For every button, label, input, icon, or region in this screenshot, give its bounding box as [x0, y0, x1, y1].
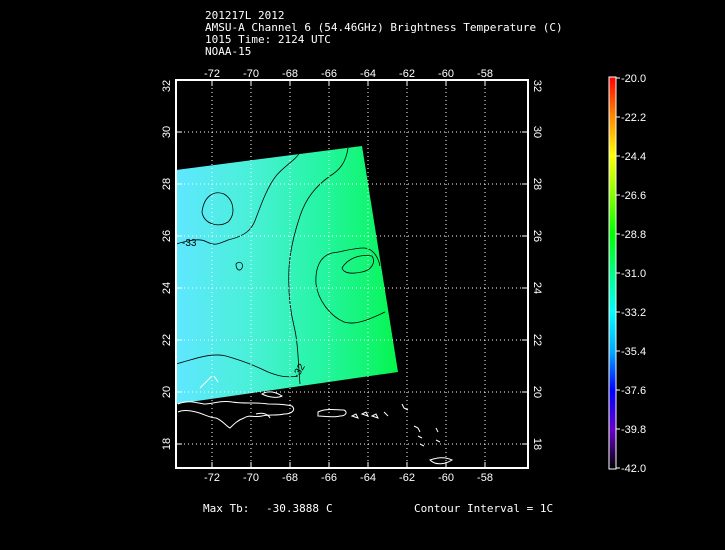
- lat-label-right-24: 24: [531, 282, 543, 294]
- axis-ticks: [176, 80, 528, 468]
- max-tb-value: -30.3888: [266, 502, 319, 515]
- colorbar-label-5: -31.0: [621, 268, 646, 280]
- lat-label-right-18: 18: [531, 438, 543, 450]
- lat-lon-grid: [176, 80, 528, 468]
- lat-label-left-24: 24: [161, 282, 173, 294]
- lon-label-bottom-62: -62: [399, 472, 415, 484]
- colorbar-label-8: -37.6: [621, 385, 646, 397]
- lon-label-bottom-64: -64: [360, 472, 376, 484]
- lon-label-top-72: -72: [204, 68, 220, 80]
- colorbar-label-2: -24.4: [621, 151, 646, 163]
- max-tb-label: Max Tb:: [203, 502, 250, 515]
- lat-label-left-20: 20: [161, 386, 173, 398]
- lon-label-bottom-58: -58: [477, 472, 493, 484]
- header-line-1: 201217L 2012: [205, 9, 285, 22]
- lon-label-bottom-72: -72: [204, 472, 220, 484]
- colorbar-ticks: [616, 77, 620, 469]
- lon-label-top-60: -60: [438, 68, 454, 80]
- colorbar-label-3: -26.6: [621, 190, 646, 202]
- lat-label-right-28: 28: [531, 178, 543, 190]
- lon-label-top-62: -62: [399, 68, 415, 80]
- lon-label-bottom-60: -60: [438, 472, 454, 484]
- lon-label-top-70: -70: [243, 68, 259, 80]
- coastlines: [177, 375, 453, 465]
- colorbar-label-4: -28.8: [621, 229, 646, 241]
- header-line-2: AMSU-A Channel 6 (54.46GHz) Brightness T…: [205, 21, 563, 34]
- contour-lines: [176, 147, 386, 385]
- lat-label-right-22: 22: [531, 334, 543, 346]
- plot-header: 201217L 2012 AMSU-A Channel 6 (54.46GHz) …: [205, 10, 563, 58]
- lat-label-right-30: 30: [531, 126, 543, 138]
- colorbar-label-1: -22.2: [621, 112, 646, 124]
- lon-label-top-58: -58: [477, 68, 493, 80]
- contour-label-neg33: -33: [182, 238, 197, 249]
- lat-label-left-30: 30: [161, 126, 173, 138]
- lat-label-right-20: 20: [531, 386, 543, 398]
- lat-label-left-28: 28: [161, 178, 173, 190]
- header-line-3: 1015 Time: 2124 UTC: [205, 33, 331, 46]
- lon-label-bottom-66: -66: [321, 472, 337, 484]
- lat-label-left-26: 26: [161, 230, 173, 242]
- colorbar-label-7: -35.4: [621, 346, 646, 358]
- header-line-4: NOAA-15: [205, 45, 252, 58]
- lat-label-right-26: 26: [531, 230, 543, 242]
- plot-frame: [175, 79, 529, 469]
- lon-label-top-66: -66: [321, 68, 337, 80]
- colorbar: [608, 76, 617, 470]
- lat-label-right-32: 32: [531, 80, 543, 92]
- colorbar-label-10: -42.0: [621, 463, 646, 475]
- colorbar-label-0: -20.0: [621, 73, 646, 85]
- colorbar-label-9: -39.8: [621, 424, 646, 436]
- lon-label-top-64: -64: [360, 68, 376, 80]
- contour-interval-text: Contour Interval = 1C: [414, 502, 554, 515]
- max-tb-unit: C: [326, 502, 333, 515]
- lon-label-top-68: -68: [282, 68, 298, 80]
- lat-label-left-22: 22: [161, 334, 173, 346]
- colorbar-label-6: -33.2: [621, 307, 646, 319]
- lat-label-left-32: 32: [161, 80, 173, 92]
- lon-label-bottom-70: -70: [243, 472, 259, 484]
- satellite-swath: [176, 146, 398, 404]
- lat-label-left-18: 18: [161, 438, 173, 450]
- lon-label-bottom-68: -68: [282, 472, 298, 484]
